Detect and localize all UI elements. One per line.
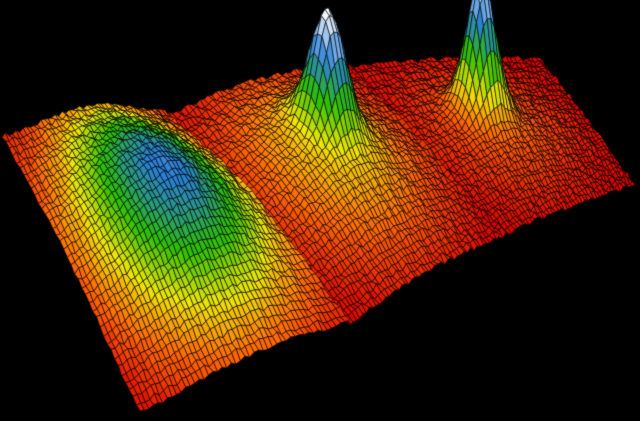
surface-plot-figure — [0, 0, 640, 421]
surface-plot-canvas — [0, 0, 640, 421]
